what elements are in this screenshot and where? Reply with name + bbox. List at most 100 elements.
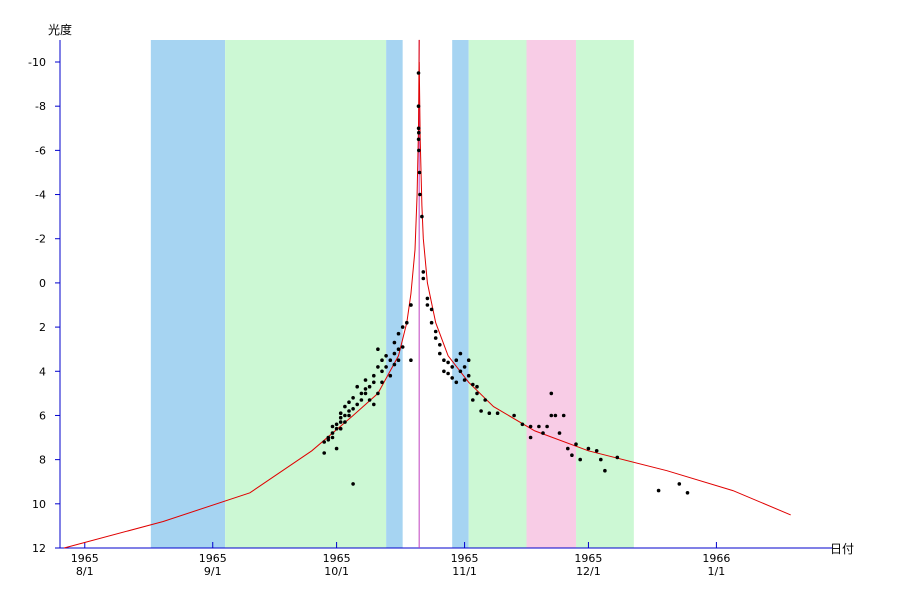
data-point <box>392 362 397 367</box>
data-point <box>479 409 483 413</box>
data-point <box>466 373 471 378</box>
data-point <box>330 435 335 440</box>
band-3 <box>452 40 469 548</box>
data-point <box>561 413 566 418</box>
data-point <box>442 358 446 363</box>
data-point <box>400 325 405 329</box>
data-point <box>483 398 488 402</box>
data-point <box>347 409 351 413</box>
data-point <box>429 320 434 325</box>
data-point <box>442 369 446 374</box>
data-point <box>416 137 421 142</box>
data-point <box>380 369 384 374</box>
data-point <box>338 415 343 420</box>
data-point <box>446 371 450 376</box>
data-point <box>351 482 355 486</box>
x-tick-date: 8/1 <box>76 565 94 578</box>
data-point <box>528 424 533 429</box>
data-point <box>425 303 430 307</box>
y-tick-label: 0 <box>39 277 46 290</box>
data-point <box>409 303 413 307</box>
band-5 <box>526 40 577 548</box>
fitted-curve <box>63 39 791 549</box>
y-tick-label: 10 <box>32 498 46 511</box>
y-tick-label: 12 <box>32 542 46 555</box>
y-tick-label: -6 <box>35 144 46 157</box>
data-point <box>416 104 421 108</box>
data-point <box>409 358 413 363</box>
data-point <box>566 446 570 451</box>
data-point <box>338 420 343 424</box>
data-point <box>438 351 442 356</box>
x-tick-year: 1965 <box>574 552 602 565</box>
x-tick-year: 1965 <box>451 552 479 565</box>
y-tick-label: -10 <box>28 56 46 69</box>
data-point <box>355 384 360 389</box>
data-point <box>574 442 578 447</box>
observation-bands <box>150 40 634 548</box>
x-tick-date: 1/1 <box>708 565 726 578</box>
data-point <box>446 360 450 365</box>
data-point <box>416 71 421 75</box>
data-point <box>380 380 384 385</box>
data-point <box>347 413 351 418</box>
data-point <box>396 331 401 336</box>
data-point <box>417 130 421 135</box>
data-point <box>594 449 599 453</box>
data-point <box>330 431 335 435</box>
data-point <box>599 457 603 462</box>
data-point <box>475 384 479 389</box>
y-tick-label: 2 <box>39 321 46 334</box>
data-point <box>338 426 343 431</box>
data-point <box>454 358 459 363</box>
data-point <box>450 376 455 380</box>
data-point <box>537 424 541 429</box>
y-tick-label: -2 <box>35 233 46 246</box>
band-1 <box>225 40 387 548</box>
data-point <box>400 345 405 349</box>
data-point <box>471 398 475 402</box>
x-tick-year: 1965 <box>71 552 99 565</box>
data-point <box>541 431 545 435</box>
data-point <box>372 402 376 407</box>
data-point <box>334 426 339 431</box>
data-point <box>438 343 442 347</box>
curve-post-perihelion <box>418 61 791 516</box>
y-tick-label: 8 <box>39 454 46 467</box>
y-tick-label: 6 <box>39 409 46 422</box>
x-tick-year: 1966 <box>702 552 730 565</box>
data-point <box>429 307 434 312</box>
data-point <box>471 382 475 387</box>
data-point <box>549 413 554 418</box>
axes <box>55 40 832 549</box>
data-point <box>450 365 455 369</box>
data-point <box>603 468 607 473</box>
data-point <box>372 380 376 385</box>
band-0 <box>150 40 226 548</box>
data-point <box>685 491 690 495</box>
data-point <box>322 440 327 444</box>
data-point <box>417 170 422 175</box>
x-tick-date: 9/1 <box>204 565 222 578</box>
data-point <box>392 340 397 345</box>
data-point <box>376 347 380 352</box>
data-point <box>416 126 421 131</box>
band-2 <box>386 40 403 548</box>
data-point <box>359 391 364 396</box>
data-point <box>454 380 459 385</box>
data-point <box>528 435 533 440</box>
x-tick-date: 11/1 <box>452 565 477 578</box>
data-point <box>384 354 388 358</box>
data-point <box>462 365 467 369</box>
data-point <box>462 378 467 382</box>
data-point <box>487 411 492 416</box>
curve-pre-perihelion <box>63 39 420 549</box>
x-tick-year: 1965 <box>323 552 351 565</box>
data-point <box>420 214 424 219</box>
x-tick-year: 1965 <box>199 552 227 565</box>
data-point <box>545 424 549 429</box>
data-point <box>388 358 393 363</box>
data-point <box>512 413 516 418</box>
